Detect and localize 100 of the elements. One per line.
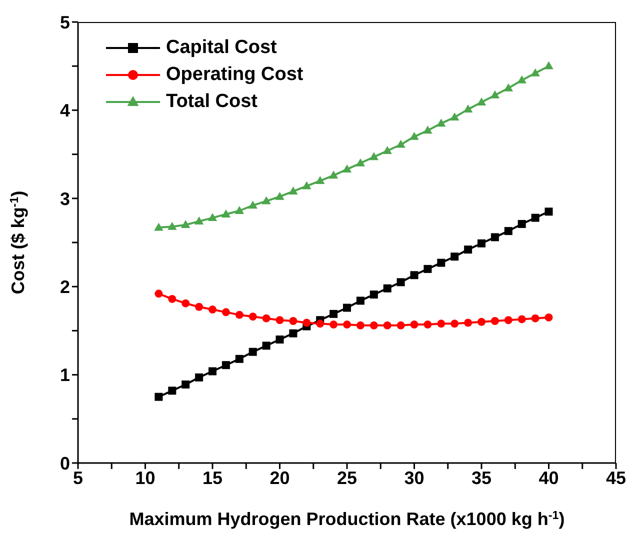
point [234,206,244,214]
point [450,320,459,328]
point [289,317,298,325]
point [544,313,553,322]
y-tick-label: 4 [60,100,70,121]
point [302,318,311,327]
point [195,373,204,382]
point [504,227,512,236]
x-tick-label: 5 [72,468,84,488]
point [168,386,176,395]
point [222,308,230,316]
point [302,181,312,190]
point [356,158,366,166]
point [182,299,190,308]
point [343,304,351,312]
x-tick-label: 10 [135,468,156,488]
point [343,320,351,329]
point [450,112,460,120]
point [154,392,163,401]
point [248,348,257,356]
point [330,310,338,318]
point [410,132,419,140]
point [518,315,526,324]
point [437,320,446,328]
point [289,329,298,338]
point [370,321,378,330]
point [154,222,164,231]
point [530,68,540,76]
point [436,118,446,127]
point [208,213,218,222]
point [235,310,244,319]
point [316,320,324,328]
point [517,75,526,84]
point [168,294,176,303]
point [463,104,473,113]
point [328,170,338,179]
point [464,318,472,327]
point [478,318,486,326]
point [276,336,284,344]
y-tick-label: 0 [60,453,70,474]
point [382,146,392,154]
point [518,220,526,228]
point [248,312,257,321]
point [396,140,406,148]
x-axis-title: Maximum Hydrogen Production Rate (x1000 kg h$^{-1}$) [129,508,565,529]
point [262,314,270,322]
point [490,233,499,242]
point [531,314,540,322]
point [424,264,432,273]
point [464,246,472,254]
point [490,90,500,98]
y-tick-label: 5 [60,12,70,32]
point [342,164,352,172]
point [476,97,486,106]
x-tick-label: 45 [606,468,626,488]
point [208,306,216,314]
point [504,83,513,92]
point [410,320,418,329]
point [208,367,216,376]
point [410,271,418,280]
point [544,208,553,216]
x-tick-label: 25 [336,468,358,488]
point [356,296,364,305]
point [276,316,284,324]
point [330,320,338,329]
point [195,302,204,311]
point [262,196,271,204]
legend-label: Operating Cost [166,64,304,86]
point [288,186,298,195]
legend-label: Total Cost [166,90,258,112]
point [396,321,405,330]
point [450,252,459,261]
point [154,290,163,298]
point [478,239,486,248]
point [396,278,405,286]
point [437,258,446,267]
point [248,200,258,209]
point [531,214,540,222]
point [424,320,432,329]
y-tick-label: 3 [60,188,70,209]
x-tick-label: 20 [270,468,290,488]
point [369,152,378,160]
point [383,321,392,330]
point [544,61,554,70]
point [262,342,270,350]
point [275,192,284,200]
point [221,209,231,218]
x-tick-label: 40 [538,468,559,488]
point [168,222,177,230]
y-tick-label: 1 [60,365,70,386]
point [316,176,325,184]
point [383,284,392,292]
point [222,361,230,370]
x-tick-label: 30 [404,468,424,488]
point [181,220,190,228]
point [356,321,364,330]
x-tick-label: 35 [471,468,492,488]
point [504,316,512,324]
point [235,354,244,363]
x-tick-label: 15 [202,468,223,488]
